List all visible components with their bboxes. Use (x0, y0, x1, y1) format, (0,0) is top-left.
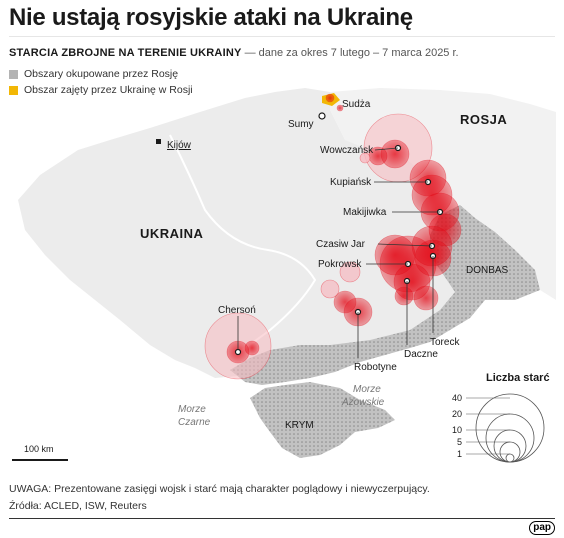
city-kherson-label: Chersoń (218, 305, 256, 316)
city-kupiansk-label: Kupiańsk (330, 177, 372, 188)
bubble-dachne (394, 286, 414, 306)
region-donbas-label: DONBAS (466, 265, 509, 276)
city-robotyne-label: Robotyne (354, 362, 397, 373)
size-legend-value-5: 5 (457, 437, 462, 447)
footer-divider (9, 518, 555, 519)
bubble-sudza (325, 93, 335, 103)
city-sumy-label: Sumy (288, 119, 314, 130)
sea-azov-label-2: Azowskie (341, 397, 385, 408)
size-circle-1 (505, 453, 515, 463)
size-circle-5 (499, 441, 521, 463)
size-legend-ticks (466, 397, 510, 455)
bubble-orikhiv (339, 261, 361, 283)
city-sudza-label: Sudża (342, 99, 371, 110)
pap-logo: pap (529, 521, 555, 535)
bubble-sumy-border (336, 104, 344, 112)
subtitle-period: — dane za okres 7 lutego – 7 marca 2025 … (244, 47, 459, 59)
city-dachne-label: Daczne (404, 349, 438, 360)
scale-bar-label: 100 km (24, 444, 54, 454)
page-title: Nie ustają rosyjskie ataki na Ukrainę (9, 4, 413, 31)
size-legend-circles (475, 393, 545, 463)
bubble-vuhledar (413, 285, 439, 311)
sea-black-label-2: Czarne (178, 417, 211, 428)
size-legend-title: Liczba starć (486, 372, 550, 384)
legend-occupied-swatch (9, 69, 18, 79)
subtitle: STARCIA ZBROJNE NA TERENIE UKRAINY — dan… (9, 47, 459, 59)
legend-occupied: Obszary okupowane przez Rosję (9, 68, 178, 80)
sea-black-label-1: Morze (178, 404, 206, 415)
size-legend-value-40: 40 (452, 393, 462, 403)
bubble-kamianske (320, 279, 340, 299)
country-ukraine-label: UKRAINA (140, 226, 204, 241)
note-text: UWAGA: Prezentowane zasięgi wojsk i star… (9, 483, 430, 495)
size-legend-value-10: 10 (452, 425, 462, 435)
bubble-kherson-2 (244, 340, 260, 356)
size-circle-40 (475, 393, 545, 463)
bubble-kharkiv-west (359, 152, 371, 164)
size-legend-value-1: 1 (457, 449, 462, 459)
crimea (250, 382, 395, 458)
country-russia-label: ROSJA (460, 112, 507, 127)
city-makiivka-label: Makijiwka (343, 207, 387, 218)
sea-azov-label-1: Morze (353, 384, 381, 395)
header-divider (9, 36, 555, 37)
legend-taken: Obszar zajęty przez Ukrainę w Rosji (9, 84, 193, 96)
city-toretsk-label: Toreck (430, 337, 460, 348)
city-chasiv-yar-label: Czasiw Jar (316, 239, 366, 250)
kyiv-capital-marker (156, 139, 161, 144)
bubble-robotyne (333, 290, 357, 314)
legend-occupied-label: Obszary okupowane przez Rosję (24, 68, 179, 80)
size-legend-value-20: 20 (452, 409, 462, 419)
size-circle-10 (493, 429, 527, 463)
leader-lines (237, 147, 440, 358)
dnieper-river (169, 134, 317, 356)
kherson-marker (234, 348, 242, 356)
sumy-marker (318, 112, 326, 120)
region-krym-label: KRYM (285, 420, 314, 431)
legend-taken-swatch (9, 85, 18, 95)
city-vovchansk-label: Wowczańsk (320, 145, 374, 156)
size-circle-20 (485, 413, 535, 463)
city-kyiv-label: Kijów (167, 140, 192, 151)
occupied-territory (230, 205, 540, 385)
city-pokrovsk-label: Pokrowsk (318, 259, 362, 270)
sources-text: Źródła: ACLED, ISW, Reuters (9, 500, 147, 512)
legend-taken-label: Obszar zajęty przez Ukrainę w Rosji (24, 84, 193, 96)
subtitle-main: STARCIA ZBROJNE NA TERENIE UKRAINY (9, 47, 242, 59)
